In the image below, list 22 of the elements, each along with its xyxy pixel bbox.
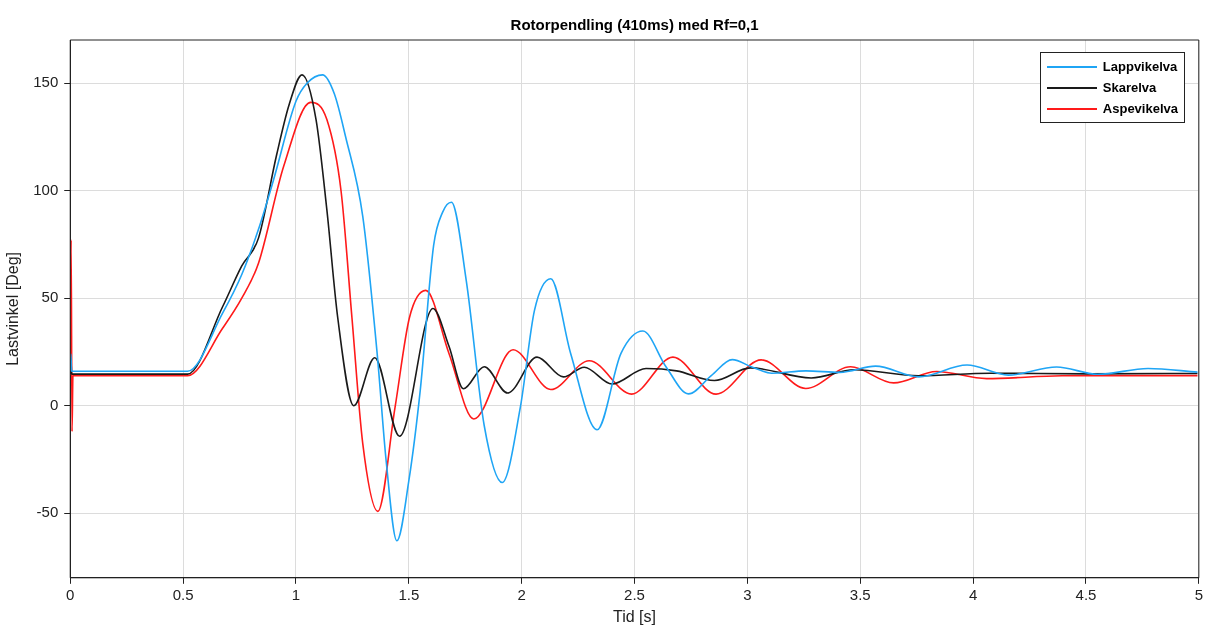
y-tick-label: -50 <box>36 503 59 521</box>
x-tick-label: 2 <box>517 585 526 603</box>
y-axis-title: Lastvinkel [Deg] <box>4 251 22 366</box>
y-tick-label: 50 <box>41 288 59 306</box>
legend-label: Lappvikelva <box>1102 59 1178 74</box>
legend-label: Skarelva <box>1102 80 1157 95</box>
x-tick-label: 3 <box>743 585 752 603</box>
x-axis-title: Tid [s] <box>613 607 657 625</box>
x-tick-label: 1.5 <box>398 585 420 603</box>
legend-label: Aspevikelva <box>1102 101 1178 116</box>
x-tick-label: 1 <box>291 585 301 603</box>
x-tick-label: 3.5 <box>849 585 871 603</box>
y-tick-label: 100 <box>33 180 59 198</box>
x-tick-label: 2.5 <box>624 585 645 603</box>
x-tick-label: 5 <box>1194 585 1203 603</box>
x-tick-label: 0.5 <box>172 585 194 603</box>
x-tick-label: 0 <box>66 585 75 603</box>
chart-title: Rotorpendling (410ms) med Rf=0,1 <box>510 15 759 33</box>
x-tick-label: 4.5 <box>1075 585 1097 603</box>
y-tick-label: 0 <box>49 395 59 413</box>
x-tick-label: 4 <box>968 585 978 603</box>
y-tick-label: 150 <box>33 73 59 91</box>
